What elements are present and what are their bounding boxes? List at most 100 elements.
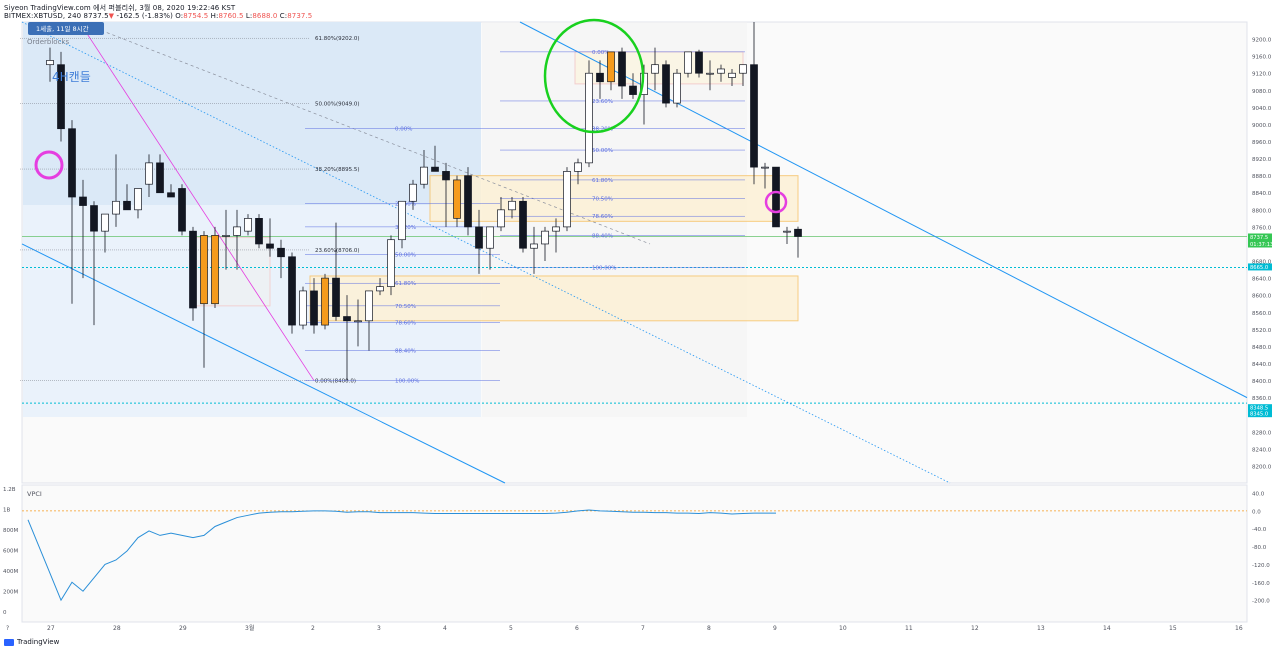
candle-body — [453, 179, 461, 219]
candle-body — [79, 196, 87, 206]
fib-level-label: 50.00% — [395, 253, 416, 259]
candle-body — [244, 218, 252, 232]
candle-body — [596, 72, 604, 83]
fib-level-label: 100.00% — [395, 379, 419, 385]
candle-body — [156, 162, 164, 194]
candle-body — [288, 256, 296, 326]
candle-body — [794, 228, 802, 237]
candle-body — [321, 277, 329, 326]
candle-body — [772, 166, 780, 228]
x-tick-label: 8 — [707, 625, 711, 632]
pink-circle-marker-right — [764, 190, 788, 214]
candle-body — [189, 230, 197, 309]
vpci-right-tick: -160.0 — [1252, 581, 1270, 587]
candle-body — [486, 226, 494, 249]
price-tag-label: 8665.0 — [1250, 265, 1268, 271]
x-tick-label: 12 — [971, 625, 979, 632]
y-tick-label: 8560.0 — [1252, 311, 1272, 317]
top-badge-bg — [28, 22, 104, 35]
y-tick-label: 8960.0 — [1252, 140, 1272, 146]
indicator-pane — [21, 484, 1248, 623]
candle-body — [266, 243, 274, 249]
low-value: 8688.0 — [252, 12, 278, 20]
fib-level-label: 70.50% — [395, 304, 416, 310]
vpci-right-tick: 40.0 — [1252, 492, 1265, 498]
price-tag-bg — [1248, 263, 1272, 271]
last-price: 8737.5 — [83, 12, 109, 20]
candle-body — [57, 64, 65, 130]
candle-body — [365, 290, 373, 322]
high-value: 8760.5 — [218, 12, 244, 20]
x-tick-label: 4 — [443, 625, 447, 632]
indicator-label: Orderblocks — [27, 38, 69, 46]
demand-zone — [309, 275, 799, 322]
price-tag-bg — [1248, 404, 1272, 412]
price-tag-bg — [1248, 233, 1272, 241]
candle-body — [563, 171, 571, 228]
timeframe-note: 4H캔들 — [52, 70, 91, 84]
candle-body — [673, 72, 681, 104]
footer-brand: TradingView — [4, 638, 59, 646]
candle-body — [530, 243, 538, 249]
candle-body — [475, 226, 483, 249]
x-tick-label: 5 — [509, 625, 513, 632]
fib-level-label: 23.60%(8706.0) — [315, 248, 360, 254]
candle-body — [332, 277, 340, 317]
candle-body — [695, 51, 703, 74]
x-tick-label: 3 — [377, 625, 381, 632]
low-label: L: — [245, 12, 253, 20]
candle-body — [750, 64, 758, 168]
candle-body — [442, 171, 450, 181]
candle-body — [717, 68, 725, 74]
vpci-left-tick: 1B — [3, 508, 10, 514]
vpci-title: VPCI — [27, 490, 42, 498]
tradingview-logo-icon — [4, 638, 14, 646]
candle-body — [761, 166, 769, 169]
price-change: -162.5 (-1.83%) — [116, 12, 173, 20]
fib-level-label: 38.20%(8895.5) — [315, 167, 360, 173]
channel-mid-line — [21, 21, 951, 484]
vpci-right-tick: -80.0 — [1252, 545, 1267, 551]
candle-body — [706, 72, 714, 75]
candle-body — [299, 290, 307, 326]
green-circle-marker — [543, 18, 645, 134]
y-tick-label: 8840.0 — [1252, 191, 1272, 197]
candle-body — [464, 175, 472, 228]
open-label: O: — [175, 12, 184, 20]
vpci-line — [27, 509, 776, 602]
price-tag-label: 01:37:13 — [1250, 242, 1273, 248]
y-tick-label: 8640.0 — [1252, 277, 1272, 283]
vpci-left-tick: 200M — [3, 590, 18, 596]
down-arrow-icon: ▼ — [108, 12, 115, 20]
candle-body — [123, 200, 131, 211]
x-tick-label: 7 — [641, 625, 645, 632]
pink-circle-marker — [34, 150, 64, 180]
y-tick-label: 9080.0 — [1252, 89, 1272, 95]
candle-body — [343, 316, 351, 322]
vpci-left-tick: 1.2B — [3, 487, 16, 493]
y-tick-label: 8440.0 — [1252, 362, 1272, 368]
candle-body — [211, 235, 219, 305]
fib-level-label: 50.00% — [592, 148, 613, 154]
trend-dashed-line — [89, 25, 651, 245]
candle-body — [101, 213, 109, 232]
fib-level-label: 0.00%(8400.0) — [315, 379, 356, 385]
candle-body — [145, 162, 153, 185]
candle-body — [178, 188, 186, 232]
candle-body — [629, 85, 637, 95]
fib-level-label: 61.80% — [395, 281, 416, 287]
y-tick-label: 8760.0 — [1252, 225, 1272, 231]
vpci-left-tick: 600M — [3, 549, 18, 555]
fib-level-label: 0.00% — [592, 50, 609, 56]
x-tick-label: 16 — [1235, 625, 1243, 632]
fib-level-label: 100.00% — [592, 265, 616, 271]
y-tick-label: 8800.0 — [1252, 208, 1272, 214]
x-tick-label: 13 — [1037, 625, 1045, 632]
fib-level-label: 38.20% — [592, 127, 613, 133]
candle-body — [574, 162, 582, 172]
price-tag-label: 8345.0 — [1250, 412, 1268, 418]
x-tick-label: 28 — [113, 625, 121, 632]
x-tick-label: 15 — [1169, 625, 1177, 632]
candle-body — [662, 64, 670, 104]
